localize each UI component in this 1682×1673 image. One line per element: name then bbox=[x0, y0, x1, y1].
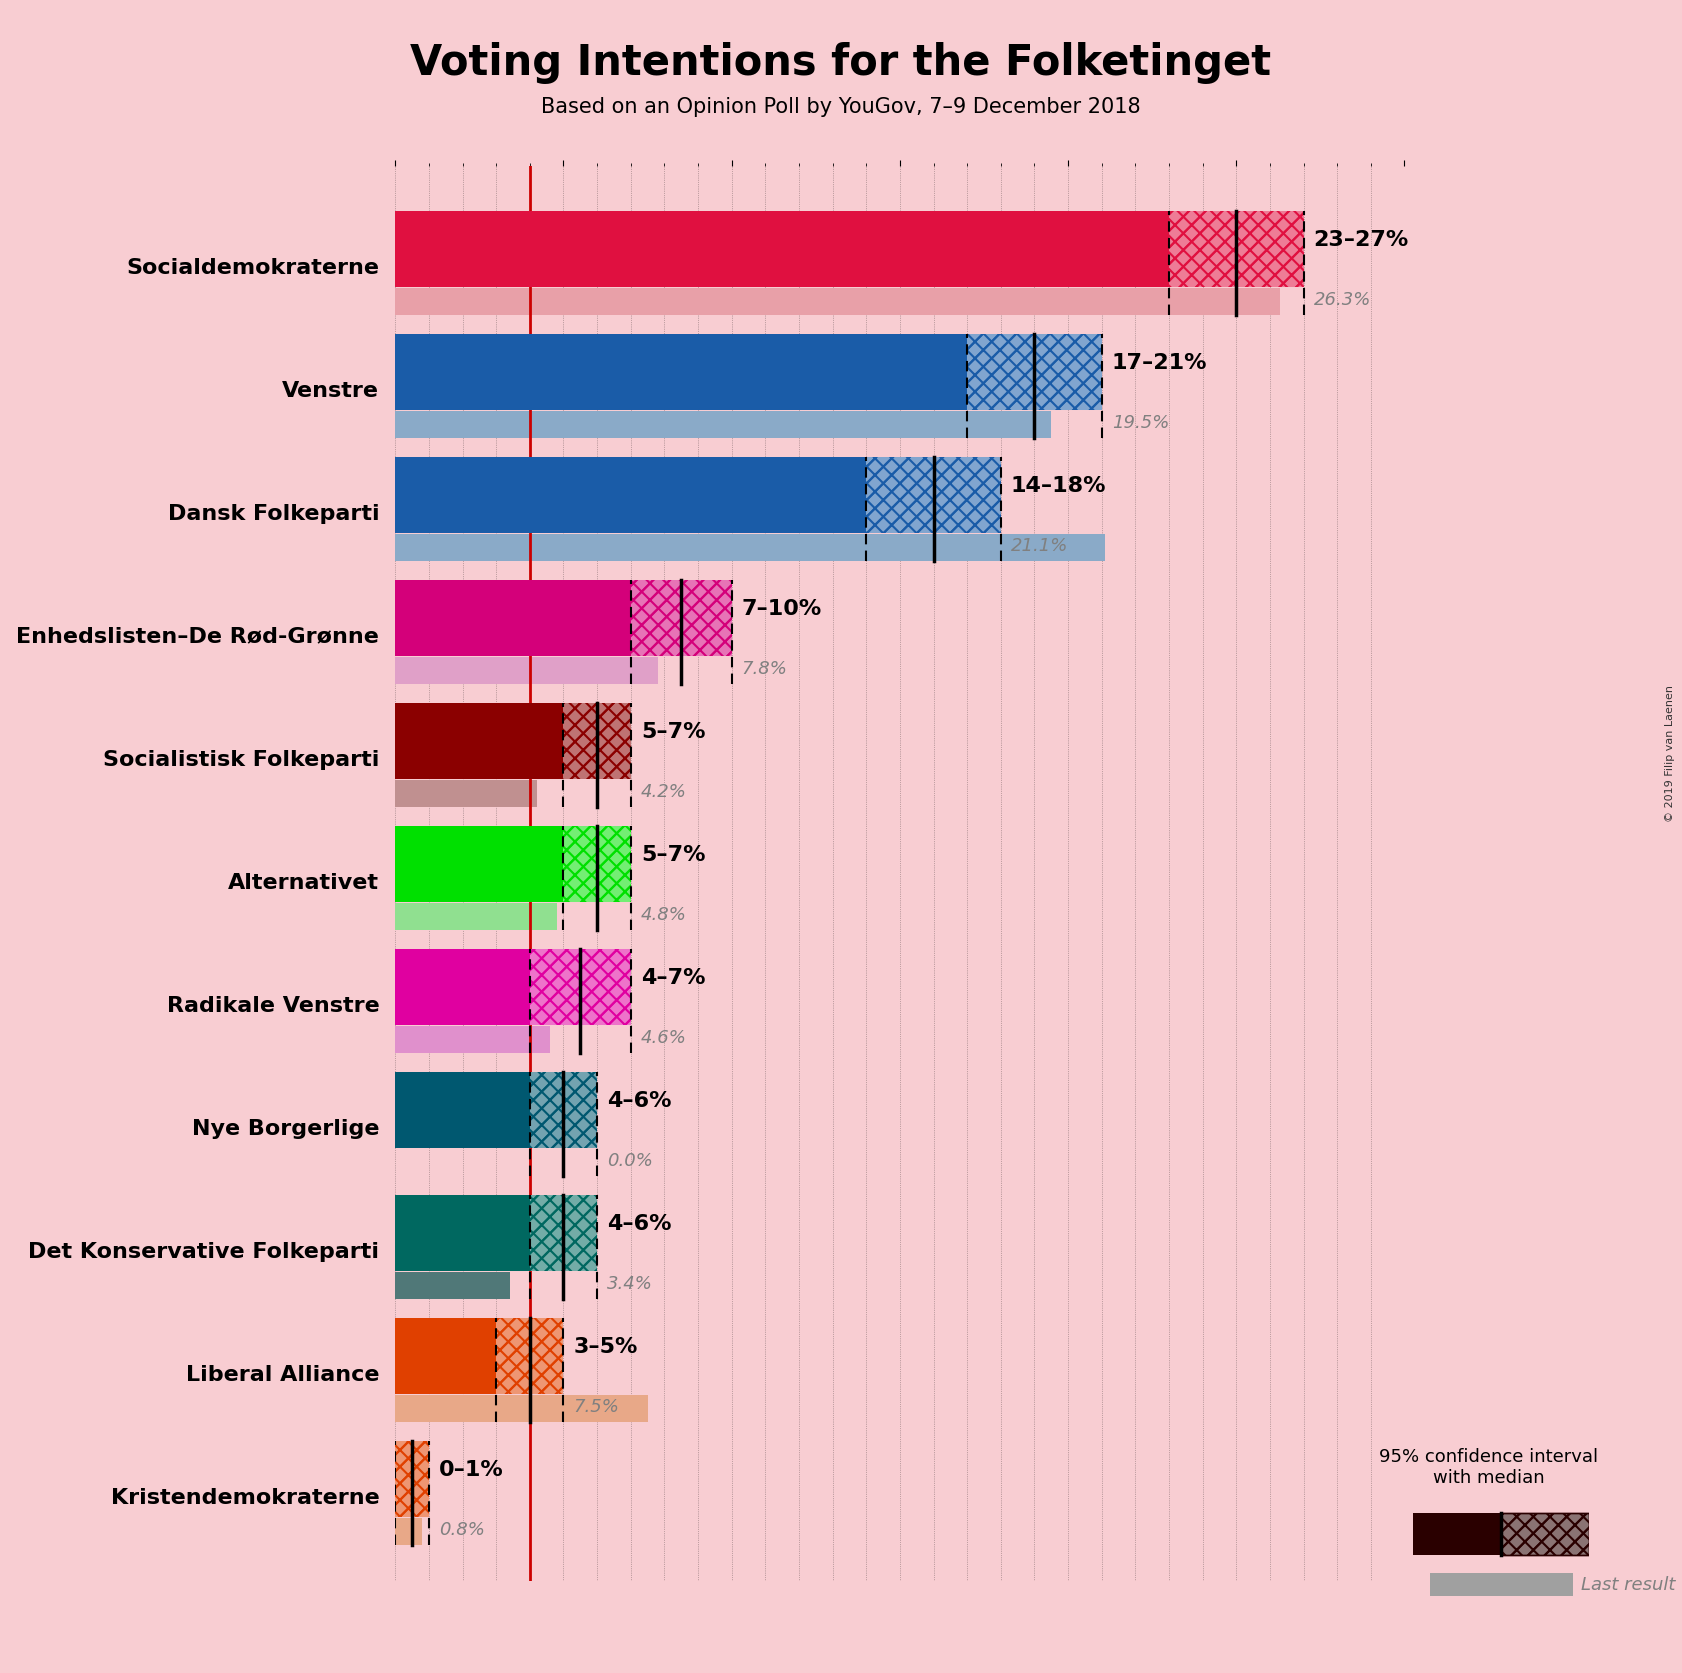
Bar bbox=[395, 703, 563, 780]
Bar bbox=[631, 581, 732, 656]
Bar bbox=[530, 1195, 597, 1271]
Bar bbox=[395, 457, 866, 534]
Bar bbox=[496, 1318, 563, 1394]
Bar bbox=[631, 581, 732, 656]
Bar bbox=[496, 1318, 563, 1394]
Bar bbox=[395, 1273, 510, 1300]
Bar bbox=[866, 457, 1001, 534]
Text: 7.5%: 7.5% bbox=[574, 1397, 619, 1415]
Bar bbox=[395, 903, 557, 930]
Bar bbox=[395, 289, 1280, 316]
Bar bbox=[967, 335, 1102, 410]
Bar bbox=[563, 703, 631, 780]
Bar bbox=[1169, 211, 1304, 288]
Bar bbox=[530, 1072, 597, 1148]
Text: 7–10%: 7–10% bbox=[742, 599, 822, 619]
Bar bbox=[530, 949, 631, 1026]
Text: 7.8%: 7.8% bbox=[742, 659, 787, 678]
Text: 14–18%: 14–18% bbox=[1011, 475, 1107, 495]
Bar bbox=[967, 335, 1102, 410]
Bar bbox=[1169, 211, 1304, 288]
Bar bbox=[530, 1072, 597, 1148]
Bar bbox=[496, 1318, 563, 1394]
Text: Based on an Opinion Poll by YouGov, 7–9 December 2018: Based on an Opinion Poll by YouGov, 7–9 … bbox=[542, 97, 1140, 117]
Text: 3–5%: 3–5% bbox=[574, 1337, 637, 1357]
Bar bbox=[530, 1195, 597, 1271]
Bar bbox=[631, 581, 732, 656]
Bar bbox=[866, 457, 1001, 534]
Text: 4.2%: 4.2% bbox=[641, 783, 686, 801]
Bar bbox=[563, 703, 631, 780]
Bar bbox=[395, 781, 537, 808]
Bar bbox=[496, 1318, 563, 1394]
Text: 19.5%: 19.5% bbox=[1112, 413, 1169, 432]
Text: 23–27%: 23–27% bbox=[1314, 229, 1410, 249]
Bar bbox=[1500, 1512, 1589, 1556]
Bar bbox=[1500, 1512, 1589, 1556]
Bar bbox=[395, 581, 631, 656]
Bar bbox=[395, 1072, 530, 1148]
Bar bbox=[563, 826, 631, 902]
Text: 26.3%: 26.3% bbox=[1314, 291, 1371, 310]
Bar bbox=[395, 412, 1051, 438]
Text: Voting Intentions for the Folketinget: Voting Intentions for the Folketinget bbox=[410, 42, 1272, 84]
Text: 95% confidence interval
with median: 95% confidence interval with median bbox=[1379, 1447, 1598, 1486]
Bar bbox=[395, 1440, 429, 1517]
Bar bbox=[1169, 211, 1304, 288]
Bar bbox=[530, 1072, 597, 1148]
Bar bbox=[530, 949, 631, 1026]
Bar bbox=[395, 1395, 648, 1422]
Bar bbox=[395, 1440, 429, 1517]
Text: 0–1%: 0–1% bbox=[439, 1459, 503, 1479]
Bar bbox=[530, 1195, 597, 1271]
Text: 4–7%: 4–7% bbox=[641, 967, 705, 987]
Bar bbox=[1500, 1512, 1589, 1556]
Bar bbox=[395, 657, 658, 684]
Text: 3.4%: 3.4% bbox=[607, 1275, 653, 1293]
Bar bbox=[395, 949, 530, 1026]
Bar bbox=[395, 211, 1169, 288]
Bar bbox=[395, 826, 563, 902]
Text: 17–21%: 17–21% bbox=[1112, 353, 1208, 373]
Text: 4–6%: 4–6% bbox=[607, 1213, 671, 1233]
Text: 4–6%: 4–6% bbox=[607, 1091, 671, 1111]
Text: 5–7%: 5–7% bbox=[641, 845, 705, 865]
Bar bbox=[530, 1195, 597, 1271]
Text: Last result: Last result bbox=[1581, 1576, 1675, 1593]
Text: 4.8%: 4.8% bbox=[641, 905, 686, 923]
Bar bbox=[395, 1318, 496, 1394]
Bar bbox=[563, 703, 631, 780]
Bar bbox=[967, 335, 1102, 410]
Bar bbox=[1169, 211, 1304, 288]
Bar bbox=[563, 826, 631, 902]
Bar bbox=[530, 1072, 597, 1148]
Bar bbox=[395, 335, 967, 410]
Text: 4.6%: 4.6% bbox=[641, 1029, 686, 1047]
Text: 5–7%: 5–7% bbox=[641, 721, 705, 741]
Bar bbox=[866, 457, 1001, 534]
Bar bbox=[1413, 1512, 1500, 1556]
Text: 0.8%: 0.8% bbox=[439, 1521, 484, 1539]
Bar bbox=[395, 1440, 429, 1517]
Bar bbox=[967, 335, 1102, 410]
Text: 0.0%: 0.0% bbox=[607, 1151, 653, 1169]
Bar bbox=[563, 826, 631, 902]
Bar bbox=[563, 826, 631, 902]
Bar bbox=[631, 581, 732, 656]
Bar bbox=[395, 1195, 530, 1271]
Bar bbox=[395, 535, 1105, 562]
Bar bbox=[563, 703, 631, 780]
Bar bbox=[395, 1519, 422, 1546]
Bar bbox=[866, 457, 1001, 534]
Bar bbox=[530, 949, 631, 1026]
Bar bbox=[530, 949, 631, 1026]
Text: © 2019 Filip van Laenen: © 2019 Filip van Laenen bbox=[1665, 684, 1675, 821]
Bar bbox=[395, 1440, 429, 1517]
Bar bbox=[395, 1027, 550, 1054]
Text: 21.1%: 21.1% bbox=[1011, 537, 1068, 555]
Bar bbox=[1500, 1512, 1589, 1556]
